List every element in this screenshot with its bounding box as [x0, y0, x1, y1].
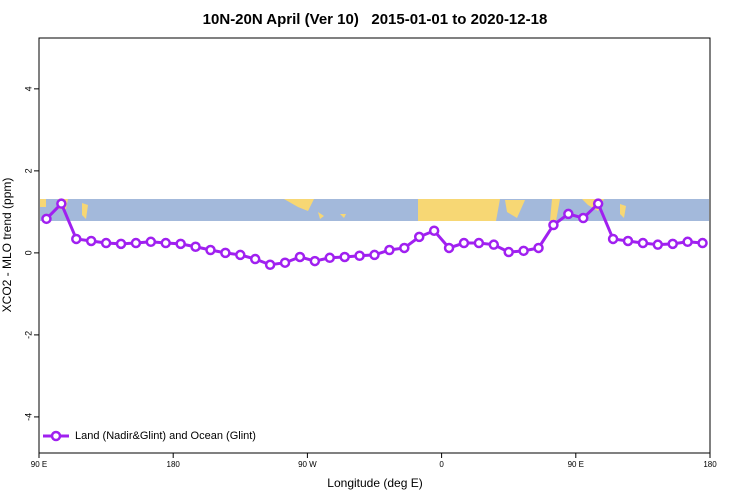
data-point [115, 238, 127, 250]
data-point [56, 198, 67, 209]
data-point [622, 235, 634, 247]
data-point [100, 237, 112, 249]
y-tick-label: -2 [23, 331, 33, 339]
data-point [473, 237, 485, 249]
y-axis-label: XCO2 - MLO trend (ppm) [0, 178, 14, 313]
background-map [40, 199, 709, 221]
data-point [71, 233, 82, 245]
data-point [667, 238, 678, 250]
data-point [85, 235, 97, 247]
data-point [503, 246, 514, 258]
x-tick-label: 90 E [568, 460, 584, 469]
data-point [652, 239, 664, 250]
plot-frame [38, 37, 711, 454]
data-point [264, 259, 276, 271]
data-point [235, 249, 246, 261]
legend-marker [50, 430, 62, 442]
data-point [220, 247, 231, 259]
data-point [428, 225, 440, 236]
data-point [309, 255, 321, 267]
legend-label: Land (Nadir&Glint) and Ocean (Glint) [75, 430, 256, 442]
data-point [354, 250, 365, 262]
data-point [413, 231, 425, 243]
data-point [130, 237, 142, 249]
data-point [548, 219, 559, 231]
x-tick-label: 0 [439, 460, 444, 469]
data-point [399, 242, 410, 254]
data-point [518, 245, 529, 257]
y-tick-label: 0 [23, 250, 33, 255]
data-point [682, 236, 693, 248]
data-point [697, 237, 708, 249]
data-point [384, 244, 395, 256]
data-point [145, 236, 157, 248]
data-point [339, 251, 350, 263]
data-point [175, 238, 186, 250]
data-point [488, 239, 500, 250]
x-tick-label: 180 [167, 460, 181, 469]
data-point [41, 213, 52, 225]
x-tick-label: 90 E [31, 460, 47, 469]
x-tick-label: 180 [703, 460, 717, 469]
data-point [592, 198, 604, 209]
y-tick-label: 2 [23, 168, 33, 173]
y-tick-label: -4 [23, 413, 33, 421]
data-point [369, 249, 380, 261]
data-point [160, 237, 171, 249]
data-point [458, 237, 470, 249]
data-point [324, 252, 336, 264]
data-point [607, 233, 619, 245]
chart-title: 10N-20N April (Ver 10) 2015-01-01 to 202… [203, 11, 548, 28]
data-point [563, 208, 574, 220]
data-point [249, 253, 261, 265]
data-point [533, 242, 544, 254]
data-point [294, 251, 306, 263]
data-point [205, 244, 216, 256]
data-point [190, 241, 201, 252]
data-point [578, 212, 589, 224]
data-point [443, 242, 455, 254]
data-point [279, 257, 291, 268]
data-point [637, 237, 649, 249]
x-axis-label: Longitude (deg E) [327, 476, 422, 490]
y-tick-label: 4 [23, 86, 33, 91]
x-tick-label: 90 W [298, 460, 317, 469]
